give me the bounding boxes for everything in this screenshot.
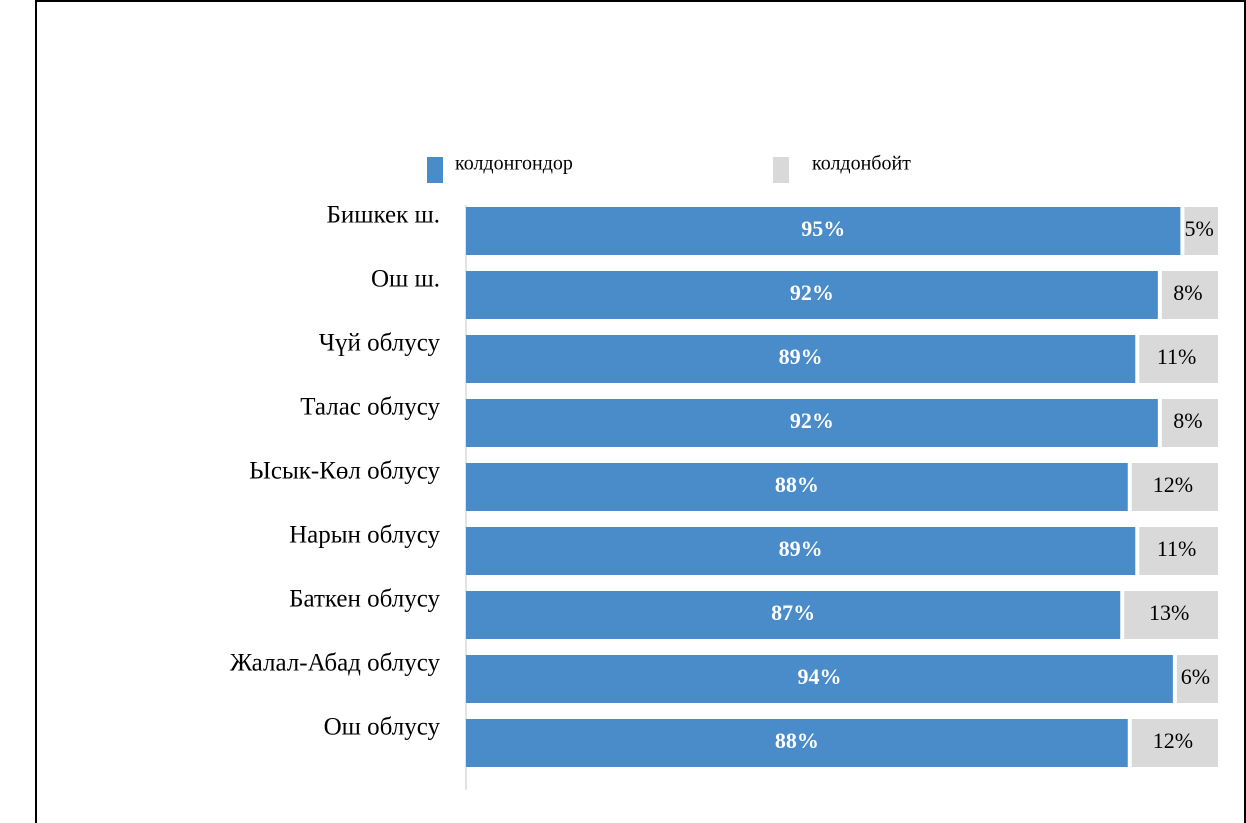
value-label: 6% (1181, 664, 1210, 689)
category-label: Нарын облусу (289, 522, 440, 549)
bar-segment (1139, 335, 1218, 383)
category-label: Баткен облусу (289, 586, 440, 613)
legend-label: колдонгондор (455, 153, 573, 175)
bar-segment (466, 719, 1128, 767)
category-label: Чүй облусу (319, 330, 441, 357)
bar-segment (466, 335, 1136, 383)
category-label: Ысык-Көл облусу (249, 458, 440, 485)
value-label: 89% (779, 344, 823, 369)
category-label: Талас облусу (300, 394, 440, 421)
value-label: 89% (779, 536, 823, 561)
bar-segment (466, 207, 1181, 255)
value-label: 8% (1173, 408, 1202, 433)
value-label: 88% (775, 472, 819, 497)
value-label: 92% (790, 280, 834, 305)
legend-swatch (773, 157, 789, 183)
category-label: Жалал-Абад облусу (230, 650, 441, 677)
bar-segment (466, 527, 1136, 575)
bar-segment (1161, 399, 1218, 447)
value-label: 11% (1157, 344, 1197, 369)
category-label: Бишкек ш. (326, 202, 440, 229)
legend-label: колдонбойт (812, 153, 911, 175)
legend-swatch (427, 157, 443, 183)
bar-segment (1131, 719, 1218, 767)
value-label: 5% (1185, 216, 1214, 241)
bar-segment (1131, 463, 1218, 511)
frame (35, 0, 1246, 823)
value-label: 12% (1153, 728, 1193, 753)
bar-segment (1124, 591, 1218, 639)
value-label: 95% (801, 216, 845, 241)
value-label: 12% (1153, 472, 1193, 497)
bar-segment (1139, 527, 1218, 575)
value-label: 11% (1157, 536, 1197, 561)
value-label: 92% (790, 408, 834, 433)
value-label: 8% (1173, 280, 1202, 305)
bar-segment (466, 591, 1121, 639)
value-label: 87% (771, 600, 815, 625)
bar-segment (1161, 271, 1218, 319)
category-label: Ош ш. (371, 266, 440, 293)
bar-segment (466, 655, 1173, 703)
bar-segment (466, 463, 1128, 511)
bar-segment (1184, 207, 1218, 255)
bar-segment (466, 399, 1158, 447)
bar-segment (466, 271, 1158, 319)
value-label: 88% (775, 728, 819, 753)
bar-segment (1176, 655, 1218, 703)
value-label: 13% (1149, 600, 1189, 625)
category-label: Ош облусу (324, 714, 441, 741)
value-label: 94% (797, 664, 841, 689)
